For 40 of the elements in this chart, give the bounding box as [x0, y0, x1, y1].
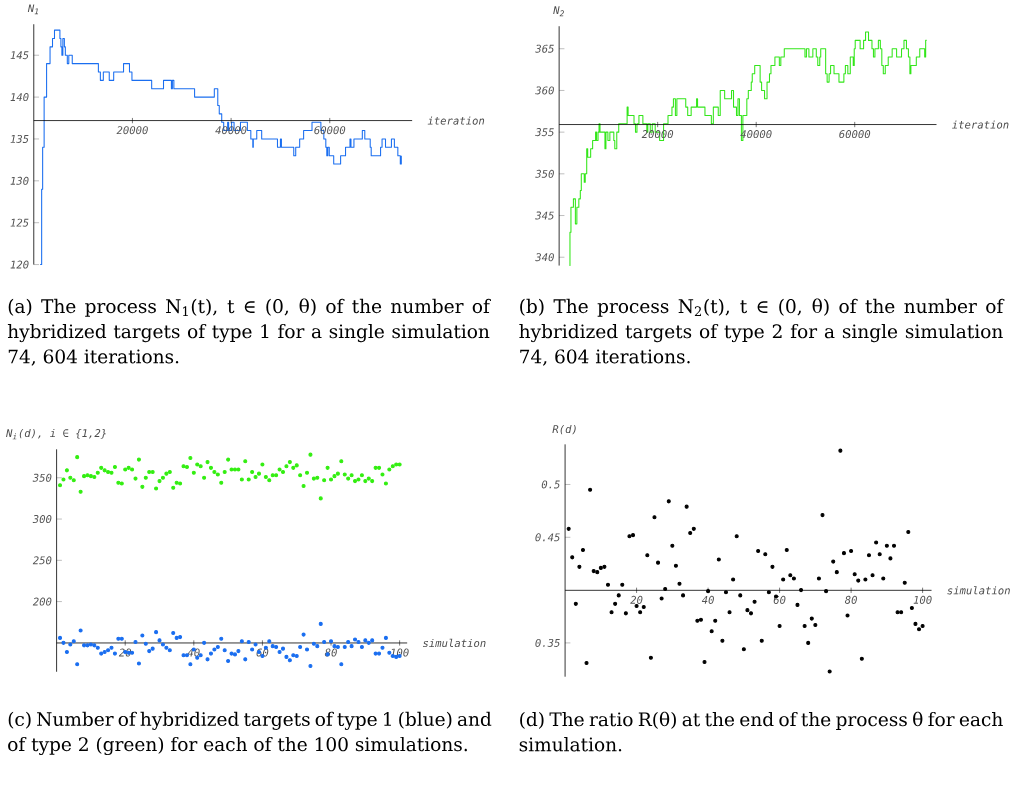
x-axis-title: simulation — [947, 586, 1010, 595]
y-tick-label: 145 — [10, 51, 29, 60]
y-tick-label: 355 — [535, 128, 554, 137]
text: (c) Number of hybridized targets of type 1 (blue) and of type 2 (green) for each of the 100 simulations. — [8, 711, 492, 756]
text: (d) The ratio R(θ) at the end of the process θ for each simulation. — [519, 711, 1003, 752]
y-axis-title: R(d) — [552, 425, 576, 435]
x-tick-label: 40 — [187, 648, 200, 657]
y-tick-label: 350 — [32, 473, 52, 482]
y-tick-label: 130 — [10, 176, 29, 185]
x-axis-title: iteration — [427, 116, 485, 125]
y-tick-label: 300 — [32, 515, 52, 524]
y-tick-label: 0.35 — [535, 639, 560, 648]
y-tick-label: 0.45 — [535, 533, 560, 542]
y-tick-label: 135 — [10, 135, 29, 144]
x-tick-label: 40000 — [215, 126, 247, 135]
y-axis-title: N$_{2}$ — [553, 6, 564, 17]
y-axis-title: N$_{1}$ — [27, 4, 39, 15]
y-axis-title: N$_{i}$(d), i ∈ {1,2} — [6, 428, 106, 440]
y-tick-label: 360 — [535, 86, 554, 95]
y-tick-label: 250 — [32, 556, 52, 565]
y-tick-label: 125 — [10, 218, 29, 227]
y-tick-label: 0.5 — [541, 480, 560, 489]
y-tick-label: 340 — [535, 253, 554, 262]
y-tick-label: 140 — [10, 93, 29, 102]
x-axis-title: iteration — [952, 120, 1009, 129]
y-tick-label: 345 — [535, 211, 554, 220]
y-tick-label: 365 — [535, 44, 554, 53]
x-tick-label: 20000 — [116, 126, 148, 135]
x-tick-label: 100 — [913, 595, 932, 604]
y-tick-label: 200 — [32, 597, 52, 606]
x-axis-title: simulation — [423, 638, 486, 648]
x-tick-label: 80 — [324, 648, 337, 657]
text: (a) The process N$_{1}$(t), t ∈ (0, θ) of the number of hybridized targets of type 1 for a single simulation 74, 604 iterations. — [7, 298, 491, 366]
x-tick-label: 60000 — [839, 130, 871, 139]
y-tick-label: 350 — [535, 169, 554, 178]
x-tick-label: 20 — [630, 595, 643, 604]
x-tick-label: 40 — [701, 595, 714, 604]
text: (b) The process N$_{2}$(t), t ∈ (0, θ) of the number of hybridized targets of type 2 for a single simulation 74, 604 iterations. — [519, 298, 1005, 366]
x-tick-label: 80 — [844, 595, 857, 604]
y-tick-label: 120 — [10, 260, 29, 269]
